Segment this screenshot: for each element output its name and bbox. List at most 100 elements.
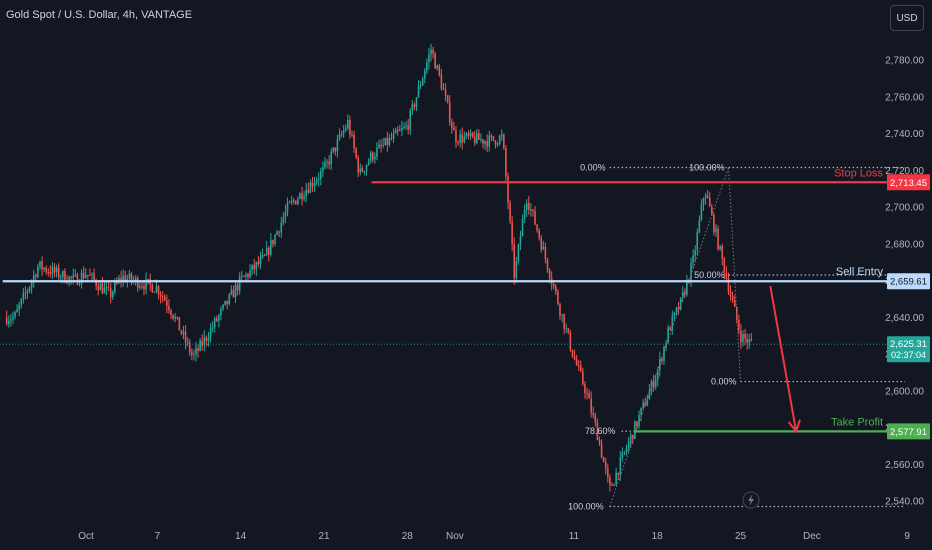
candle-body [172,314,174,319]
candle-body [261,255,264,258]
x-tick-label: 7 [155,531,161,542]
candle-body [571,349,574,357]
candle-body [650,381,653,391]
candle-body [731,296,734,301]
candle-body [141,286,143,288]
candle-body [538,230,540,238]
candle-body [74,274,77,276]
candle-body [97,286,100,291]
lightning-icon[interactable] [742,491,760,509]
candle-body [209,328,212,339]
candle-body [733,300,736,307]
candle-body [525,203,528,211]
candle-body [338,134,341,140]
candle-body [215,318,218,321]
candle-body [390,138,393,140]
candle-body [646,399,649,406]
currency-button[interactable]: USD [890,5,924,31]
price-line-sell-entry[interactable]: 2,659.61 Sell Entry [2,266,930,290]
candle-body [509,202,511,222]
candle-body [667,327,669,343]
candle-body [584,384,586,393]
candle-body [236,285,239,291]
candle-body [324,162,326,168]
candle-body [168,305,170,311]
candle-body [128,273,131,279]
candle-body [652,381,655,388]
candle-body [534,211,536,225]
candle-body [303,196,305,200]
candle-body [280,222,283,233]
candle-body [521,219,524,237]
candle-body [394,129,397,134]
price-axis-label [887,423,930,440]
candle-body [565,328,568,330]
candle-body [465,133,468,137]
candle-body [59,277,62,279]
candle-body [511,221,513,245]
candle-body [719,245,721,250]
candle-body [311,182,314,187]
candle-body [615,472,617,485]
candle-body [469,132,472,137]
candle-body [475,133,478,144]
candle-body [89,274,91,276]
candle-body [349,119,351,135]
candle-body [392,133,395,139]
candle-body [14,312,16,317]
candle-body [201,340,204,346]
candle-body [513,244,516,279]
price-line-take-profit[interactable]: 2,577.91 Take Profit [633,416,930,440]
price-line-stop-loss[interactable]: 2,713.45 Stop Loss [371,167,930,191]
candle-body [677,307,680,310]
candle-body [295,200,297,205]
candle-body [243,275,245,277]
candle-body [188,342,191,353]
candle-body [396,129,399,132]
projection-arrow[interactable] [769,285,801,434]
candle-body [30,281,33,288]
candle-body [432,49,434,54]
candle-body [184,331,187,343]
candle-body [573,356,576,360]
candle-body [203,337,206,346]
candle-body [319,171,322,179]
candle-body [26,291,29,293]
candle-body [444,89,447,96]
candle-body [729,291,732,297]
candle-body [717,228,719,250]
x-axis[interactable]: Oct 7 14 21 28 Nov 11 18 25 Dec 9 [78,531,910,542]
y-tick-label: 2,740.00 [885,129,924,140]
candle-body [284,211,287,218]
candle-body [249,270,251,277]
candle-body [575,359,578,366]
candle-body [120,278,122,281]
candle-body [557,291,559,305]
candle-body [37,266,39,278]
candle-body [742,333,744,343]
y-tick-label: 2,600.00 [885,386,924,397]
candle-body [569,332,572,350]
candle-body [461,134,464,143]
candle-body [359,168,362,173]
candle-body [251,264,253,271]
candle-body [715,228,717,233]
candle-body [161,296,164,298]
candle-body [419,85,422,87]
x-tick-label: 21 [318,531,330,542]
candle-body [351,134,353,136]
candle-body [93,273,95,280]
candle-body [602,457,605,463]
candle-body [748,339,751,343]
candles [5,43,753,492]
candle-body [16,309,18,313]
candle-body [473,136,476,144]
candle-body [665,342,667,347]
fib-level-label: 100.00% [689,162,725,172]
candle-body [457,142,459,144]
candle-body [41,261,43,270]
candle-body [84,274,87,278]
candle-body [357,157,360,173]
